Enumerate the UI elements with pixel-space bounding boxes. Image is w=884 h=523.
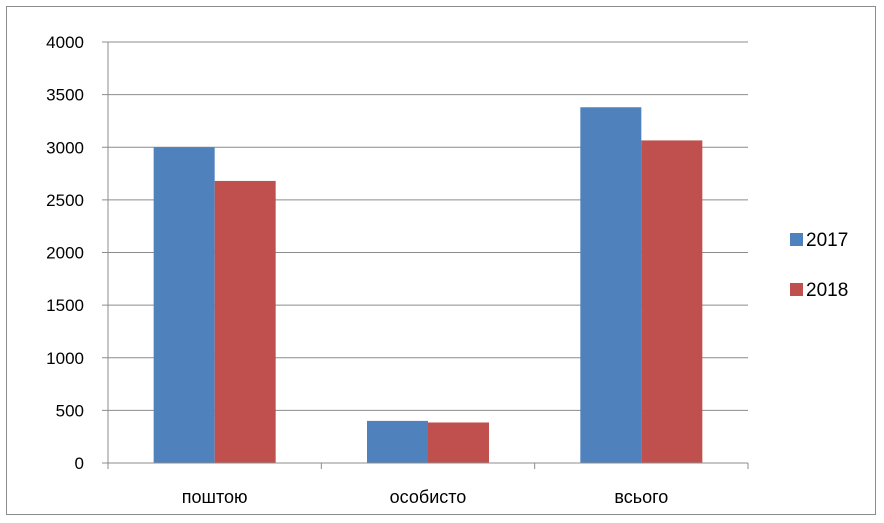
legend-label-2018: 2018: [806, 280, 848, 301]
x-category-label: поштою: [182, 487, 248, 507]
y-tick-label: 3000: [46, 138, 84, 157]
bar-2017-2: [580, 107, 642, 463]
y-tick-label: 4000: [46, 33, 84, 52]
legend-swatch-2018: [790, 283, 803, 296]
axes: [107, 42, 749, 469]
y-tick-label: 2500: [46, 191, 84, 210]
legend-label-2017: 2017: [806, 230, 848, 251]
x-category-label: всього: [614, 487, 668, 507]
x-axis-category-labels: поштою особисто всього: [182, 487, 669, 507]
y-tick-label: 500: [56, 401, 84, 420]
y-tick-label: 3500: [46, 86, 84, 105]
bar-2018-1: [428, 422, 489, 463]
y-tick-label: 2000: [46, 244, 84, 263]
legend: 2017 2018: [790, 230, 848, 301]
bar-2018-2: [641, 140, 703, 463]
x-category-label: особисто: [390, 487, 467, 507]
y-axis-tick-labels: 0 500 1000 1500 2000 2500 3000 3500 4000: [46, 33, 84, 473]
bars: [153, 107, 703, 463]
y-tick-label: 1000: [46, 349, 84, 368]
bar-2017-1: [367, 420, 428, 463]
y-tick-label: 0: [75, 454, 84, 473]
legend-swatch-2017: [790, 233, 803, 246]
bar-2018-0: [214, 180, 276, 463]
y-tick-label: 1500: [46, 296, 84, 315]
bar-2017-0: [153, 147, 215, 463]
